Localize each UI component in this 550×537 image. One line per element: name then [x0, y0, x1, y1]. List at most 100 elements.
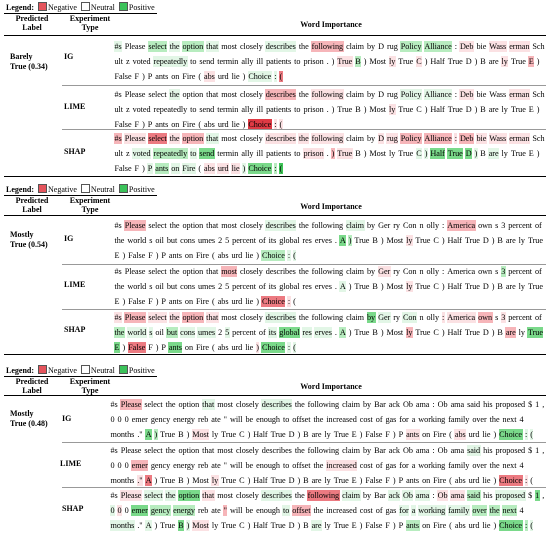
word-token: to: [190, 105, 197, 114]
experiment-type-lime: LIME: [60, 459, 82, 468]
word-token: increased: [325, 460, 358, 471]
word-token: claim: [346, 313, 364, 322]
word-token: ate: [211, 415, 221, 424]
word-token: :: [454, 90, 457, 99]
word-token: months: [110, 430, 135, 439]
word-token: energy: [173, 415, 195, 424]
word-token: option: [182, 312, 204, 323]
word-token: its: [268, 327, 277, 338]
word-token: D: [482, 236, 489, 245]
word-token: res: [302, 282, 312, 291]
word-token: Ob: [402, 490, 414, 501]
word-token: ): [359, 476, 363, 485]
word-token: are: [311, 476, 322, 485]
word-token: .: [334, 328, 337, 337]
word-token: ): [242, 72, 246, 81]
word-token: ill: [256, 105, 264, 114]
legend-negative: Negative: [48, 3, 77, 12]
word-token: B: [480, 149, 486, 158]
word-token: select: [148, 90, 167, 99]
word-token: over: [471, 505, 488, 516]
word-token: E: [528, 56, 535, 67]
word-token: the: [169, 133, 181, 144]
word-token: own: [478, 267, 493, 276]
word-token: on: [422, 476, 431, 485]
word-token: :: [524, 429, 528, 440]
word-token: prison: [303, 57, 324, 66]
word-token: s: [148, 327, 153, 338]
word-token: #s: [114, 267, 122, 276]
word-token: Half: [447, 282, 462, 291]
word-token: Bar: [374, 400, 386, 409]
word-token: Fire: [196, 251, 209, 260]
row-rule: [62, 309, 546, 310]
word-token: olly: [426, 313, 440, 322]
word-token: ly: [405, 235, 413, 246]
word-token: reb: [197, 506, 209, 515]
word-token: emer: [131, 460, 149, 471]
word-token: increased: [326, 415, 357, 424]
word-token: ants: [406, 476, 420, 485]
word-token: of: [375, 506, 383, 515]
word-token: a: [411, 415, 416, 424]
word-token: D: [465, 57, 472, 66]
word-token: Sch: [532, 42, 545, 51]
word-token: percent: [508, 267, 533, 276]
word-token: select: [147, 133, 168, 144]
header-predicted-label: Predicted Label: [15, 377, 49, 395]
word-token: emer: [131, 505, 149, 516]
word-token: True: [336, 56, 353, 67]
word-token: Choice: [261, 250, 286, 261]
word-token: ): [142, 120, 145, 129]
word-token: ): [242, 120, 246, 129]
positive-swatch-icon: [118, 184, 128, 193]
legend: Legend: Negative Neutral Positive: [4, 184, 157, 196]
word-token: gency: [150, 505, 171, 516]
word-token: 3: [500, 312, 506, 323]
table-top-rule: [4, 215, 546, 216]
legend-negative: Negative: [48, 366, 77, 375]
word-token: True: [221, 476, 237, 485]
word-token: #s: [110, 491, 118, 500]
row-rule: [62, 264, 546, 265]
word-token: option: [178, 490, 200, 501]
word-token: B: [372, 282, 378, 291]
word-token: ly: [324, 430, 331, 439]
word-token: ants: [168, 297, 182, 306]
word-token: :: [287, 342, 291, 353]
word-token: next: [502, 415, 517, 424]
word-token: ly: [501, 105, 508, 114]
word-token: #s: [114, 221, 122, 230]
word-token: Choice: [261, 296, 286, 307]
word-token: select: [147, 41, 168, 52]
word-token: D: [377, 133, 385, 144]
word-token: ): [359, 430, 363, 439]
word-token: to: [189, 148, 197, 159]
word-token: abs: [217, 297, 229, 306]
word-token: describes: [265, 312, 297, 323]
word-token: to: [282, 505, 290, 516]
legend-negative: Negative: [48, 185, 77, 194]
word-token: True: [270, 521, 286, 530]
word-token: (: [292, 250, 297, 261]
word-token: D: [482, 282, 489, 291]
word-token: bie: [476, 42, 487, 51]
word-token: the: [114, 327, 125, 338]
word-token: Deb: [459, 89, 474, 100]
word-token: P: [161, 297, 166, 306]
word-token: over: [472, 415, 487, 424]
header-word-importance: Word Importance: [300, 382, 362, 391]
word-token: ): [441, 328, 445, 337]
word-token: select: [147, 312, 168, 323]
word-token: B: [372, 236, 378, 245]
word-token: Half: [253, 476, 268, 485]
word-token: 5: [224, 327, 230, 338]
word-token: $: [528, 400, 533, 409]
word-token: Most: [192, 476, 209, 485]
word-token: send: [199, 57, 215, 66]
word-token: global: [279, 236, 300, 245]
word-token: F: [148, 343, 153, 352]
word-token: the: [169, 221, 180, 230]
word-token: global: [279, 282, 300, 291]
word-token: that: [206, 267, 219, 276]
